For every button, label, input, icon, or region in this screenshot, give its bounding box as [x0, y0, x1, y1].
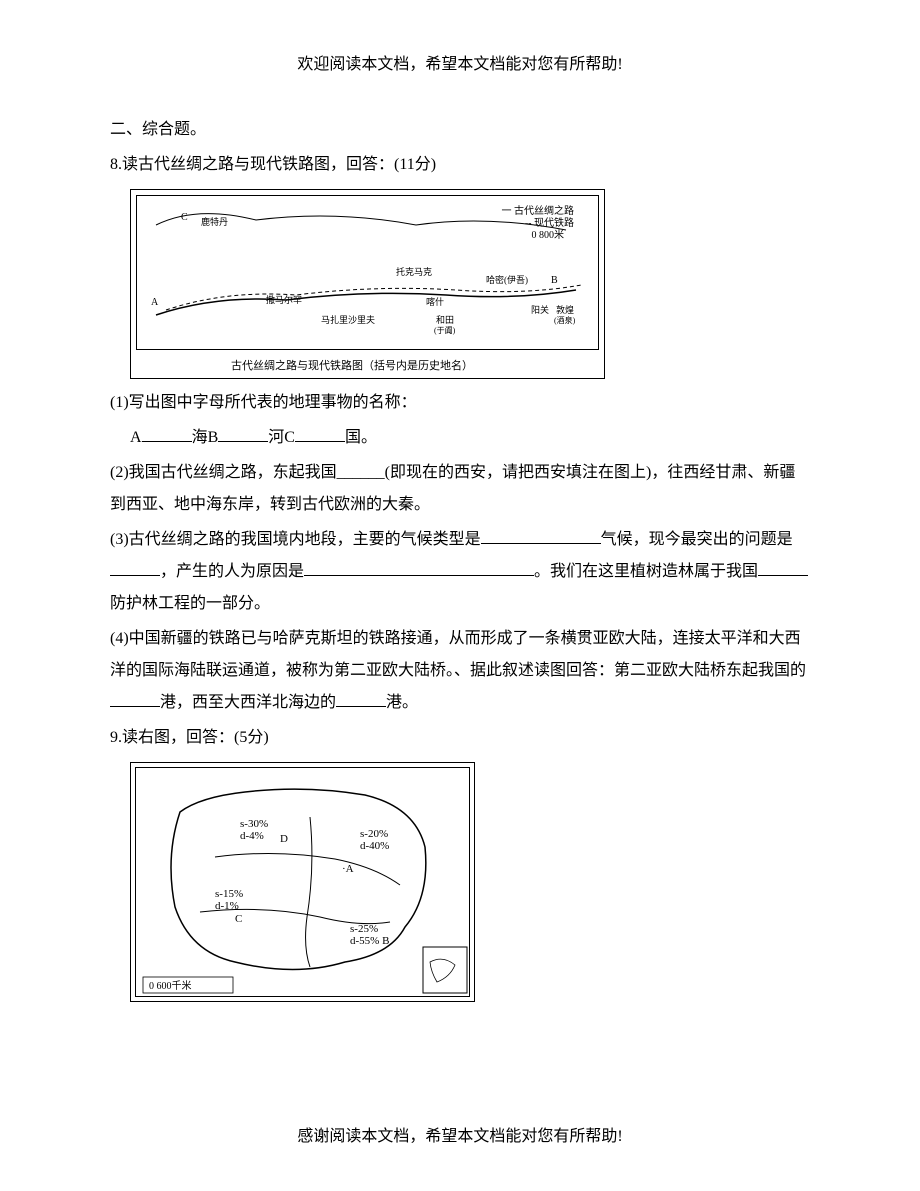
svg-text:托克马克: 托克马克 — [396, 266, 432, 277]
svg-text:d-4%: d-4% — [240, 830, 264, 842]
svg-text:撒马尔罕: 撒马尔罕 — [266, 294, 302, 305]
content-body: 二、综合题。 8.读古代丝绸之路与现代铁路图，回答：(11分) 一 古代丝绸之路… — [110, 114, 810, 1002]
svg-text:阳关: 阳关 — [531, 304, 549, 315]
svg-text:A: A — [151, 297, 159, 308]
svg-text:s-20%: s-20% — [360, 828, 388, 840]
map-china: ·A s-20% d-40% s-25% d-55% B C s-15% d-1… — [130, 762, 475, 1002]
q8-sub1: (1)写出图中字母所代表的地理事物的名称： — [110, 387, 810, 419]
svg-text:(酒泉): (酒泉) — [554, 315, 576, 325]
svg-text:(于阗): (于阗) — [434, 325, 456, 335]
svg-text:鹿特丹: 鹿特丹 — [201, 216, 228, 227]
map-caption: 古代丝绸之路与现代铁路图（括号内是历史地名） — [231, 357, 473, 373]
svg-text:d-1%: d-1% — [215, 900, 239, 912]
svg-text:s-15%: s-15% — [215, 888, 243, 900]
svg-text:d-55% B: d-55% B — [350, 935, 389, 947]
svg-text:C: C — [181, 212, 188, 223]
svg-text:D: D — [280, 833, 288, 845]
svg-text:s-25%: s-25% — [350, 923, 378, 935]
china-sketch: ·A s-20% d-40% s-25% d-55% B C s-15% d-1… — [135, 767, 472, 999]
q8-sub3: (3)古代丝绸之路的我国境内地段，主要的气候类型是气候，现今最突出的问题是，产生… — [110, 524, 810, 620]
svg-text:s-30%: s-30% — [240, 818, 268, 830]
svg-text:敦煌: 敦煌 — [556, 304, 574, 315]
svg-text:0 600千米: 0 600千米 — [149, 979, 192, 992]
map-silk-road: 一 古代丝绸之路 -- 现代铁路 0 800米 古代丝绸之路与现代铁路图（括号内… — [130, 189, 605, 379]
svg-text:d-40%: d-40% — [360, 840, 389, 852]
map-sketch: A B C 鹿特丹 撒马尔罕 马扎里沙里夫 托克马克 喀什 和田 (于阗) 哈密… — [136, 195, 601, 352]
svg-text:·A: ·A — [342, 863, 354, 875]
svg-text:C: C — [235, 913, 242, 925]
svg-text:和田: 和田 — [436, 315, 454, 325]
svg-text:马扎里沙里夫: 马扎里沙里夫 — [321, 314, 375, 325]
svg-text:喀什: 喀什 — [426, 296, 444, 307]
q8-sub2: (2)我国古代丝绸之路，东起我国______(即现在的西安，请把西安填注在图上)… — [110, 457, 810, 521]
q8-sub4: (4)中国新疆的铁路已与哈萨克斯坦的铁路接通，从而形成了一条横贯亚欧大陆，连接太… — [110, 623, 810, 719]
section-title: 二、综合题。 — [110, 114, 810, 146]
q8-prompt: 8.读古代丝绸之路与现代铁路图，回答：(11分) — [110, 149, 810, 181]
header-note: 欢迎阅读本文档，希望本文档能对您有所帮助! — [110, 50, 810, 74]
footer-note: 感谢阅读本文档，希望本文档能对您有所帮助! — [0, 1122, 920, 1146]
q8-sub1-fill: A海B河C国。 — [110, 422, 810, 454]
svg-text:B: B — [551, 275, 558, 286]
svg-text:哈密(伊吾): 哈密(伊吾) — [486, 274, 528, 285]
q9-prompt: 9.读右图，回答：(5分) — [110, 722, 810, 754]
